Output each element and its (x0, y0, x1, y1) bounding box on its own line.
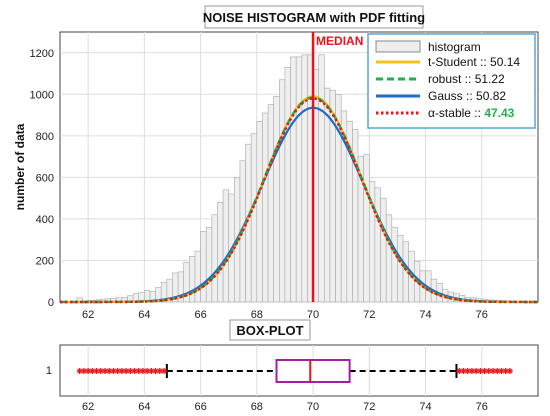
histogram-bar (301, 54, 308, 303)
histogram-bar (205, 226, 213, 303)
histogram-bar (262, 112, 269, 303)
histogram-bar (391, 226, 398, 303)
outlier-marker (506, 368, 513, 374)
hist-y-tick-label: 600 (36, 172, 54, 184)
box-x-tick-label: 76 (476, 401, 488, 413)
legend-series-value: 50.14 (490, 55, 520, 69)
hist-x-tick-label: 66 (194, 309, 206, 321)
outlier-marker (490, 368, 497, 374)
boxplot-marks (76, 359, 513, 383)
histogram-bar (290, 56, 297, 303)
box-x-tick-label: 72 (363, 401, 375, 413)
box-iqr (275, 359, 351, 383)
histogram-x-ticks: 62 64 66 68 70 72 74 76 (82, 309, 488, 321)
histogram-bar (324, 87, 331, 303)
hist-y-tick-label: 1000 (30, 89, 54, 101)
boxplot-title-box (229, 319, 311, 341)
histogram-bar (256, 121, 263, 303)
histogram-bar (211, 214, 218, 303)
box-x-tick-label: 64 (138, 401, 150, 413)
histogram-bar (397, 235, 404, 303)
outlier-marker (161, 368, 168, 374)
hist-x-tick-label: 74 (419, 309, 431, 321)
histogram-title-box (204, 5, 424, 29)
hist-x-tick-label: 64 (138, 309, 150, 321)
histogram-bar (363, 154, 370, 303)
histogram-title: NOISE HISTOGRAM with PDF fitting (203, 10, 425, 25)
legend-series-name: Gauss (428, 89, 463, 103)
box-x-tick-label: 62 (82, 401, 94, 413)
legend-histogram-swatch (375, 40, 421, 53)
hist-y-tick-label: 800 (36, 131, 54, 143)
histogram-y-ticks: 0 200 400 600 800 1000 1200 (30, 48, 54, 309)
hist-x-tick-label: 68 (251, 309, 263, 321)
boxplot-panel: BOX-PLOT 1 62 64 66 68 70 72 74 76 (46, 319, 539, 413)
histogram-bar (217, 202, 224, 303)
legend-histogram-label: histogram (428, 40, 481, 54)
histogram-bar (267, 104, 274, 303)
histogram-bar (295, 56, 303, 303)
legend-series-value: 50.82 (476, 89, 506, 103)
boxplot-title: BOX-PLOT (236, 323, 303, 338)
legend-label: robust :: 51.22 (428, 72, 505, 86)
box-x-tick-label: 70 (307, 401, 319, 413)
legend-series-name: α-stable (428, 106, 471, 120)
legend-series-name: t-Student (428, 55, 477, 69)
outlier-marker (498, 368, 505, 374)
hist-x-tick-label: 72 (363, 309, 375, 321)
histogram-bar (385, 214, 393, 303)
legend-label: α-stable :: 47.43 (428, 106, 515, 120)
histogram-bar (374, 187, 381, 303)
histogram-bar (250, 133, 258, 303)
outlier-marker (502, 368, 509, 374)
outlier-marker (135, 368, 142, 374)
median-label: MEDIAN (316, 34, 363, 48)
hist-y-tick-label: 0 (48, 297, 54, 309)
boxplot-y-tick: 1 (46, 365, 52, 377)
legend-series-value: 47.43 (484, 106, 514, 120)
histogram-bar (284, 67, 291, 303)
legend-label: t-Student :: 50.14 (428, 55, 520, 69)
outlier-marker (468, 368, 475, 374)
histogram-bar (380, 197, 387, 303)
box-x-tick-label: 74 (419, 401, 431, 413)
histogram-bar (279, 79, 286, 303)
legend-series-name: robust (428, 72, 462, 86)
pdf-curve (60, 97, 538, 304)
hist-x-tick-label: 62 (82, 309, 94, 321)
y-axis-label: number of data (13, 123, 27, 210)
outlier-marker (76, 368, 83, 374)
histogram-bar (194, 250, 201, 303)
histogram-bar (273, 96, 280, 303)
box-x-tick-label: 66 (194, 401, 206, 413)
box-x-tick-label: 68 (251, 401, 263, 413)
hist-y-tick-label: 200 (36, 255, 54, 267)
histogram-bar (200, 231, 207, 303)
hist-x-tick-label: 76 (476, 309, 488, 321)
hist-y-tick-label: 1200 (30, 48, 54, 60)
outlier-marker (477, 368, 484, 374)
hist-y-tick-label: 400 (36, 214, 54, 226)
hist-x-tick-label: 70 (307, 309, 319, 321)
legend-label: Gauss :: 50.82 (428, 89, 506, 103)
legend-series-value: 51.22 (475, 72, 505, 86)
pdf-curves (60, 95, 539, 304)
histogram-bar (222, 189, 230, 303)
boxplot-x-ticks: 62 64 66 68 70 72 74 76 (82, 401, 488, 413)
histogram-bar (318, 54, 325, 303)
histogram-panel: MEDIAN 62 64 66 68 70 72 74 76 0 200 400 600 800 100… (13, 5, 539, 321)
